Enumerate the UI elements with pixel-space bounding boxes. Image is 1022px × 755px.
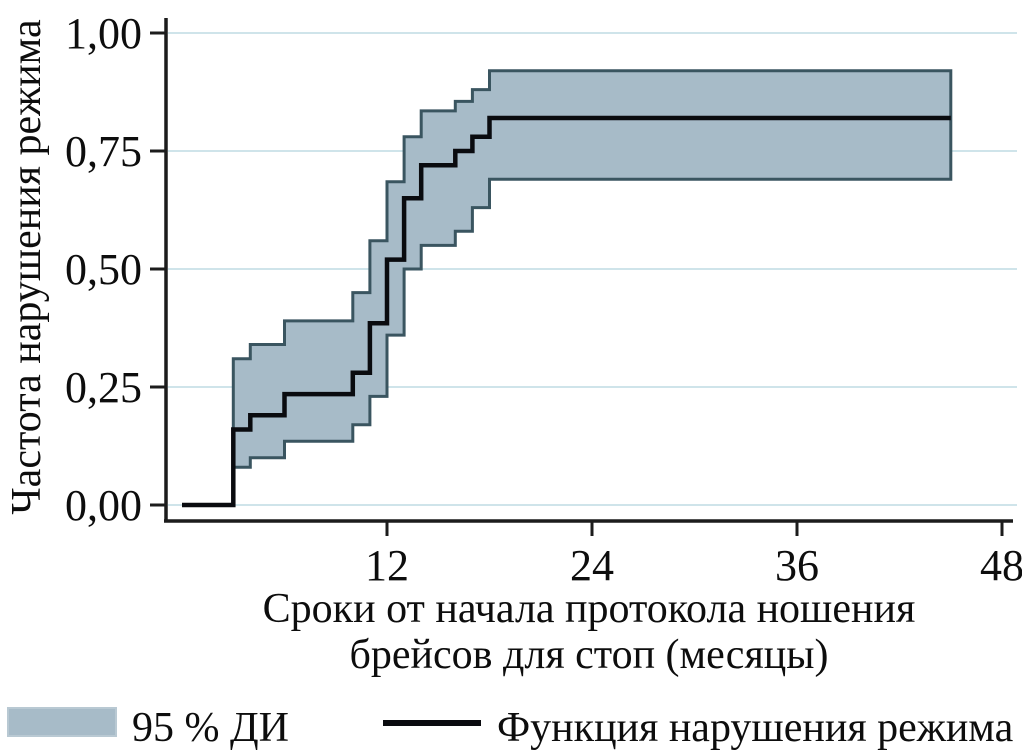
x-tick-label: 36 xyxy=(775,541,819,590)
y-ticks: 0,00 0,25 0,50 0,75 1,00 xyxy=(65,9,166,530)
legend: 95 % ДИ Функция нарушения режима xyxy=(7,705,1014,751)
legend-ci-swatch-icon xyxy=(7,707,117,737)
x-tick-label: 48 xyxy=(980,541,1022,590)
y-tick-label: 0,75 xyxy=(65,127,142,176)
x-axis-title-line2: брейсов для стоп (месяцы) xyxy=(350,632,829,678)
legend-ci-label: 95 % ДИ xyxy=(132,705,289,751)
ci-band xyxy=(231,69,953,469)
y-axis-title: Частота нарушения режима xyxy=(4,19,50,515)
x-tick-label: 12 xyxy=(365,541,409,590)
y-tick-label: 0,25 xyxy=(65,363,142,412)
y-tick-label: 1,00 xyxy=(65,9,142,58)
estimate-step-line xyxy=(182,115,951,508)
x-ticks: 12 24 36 48 xyxy=(365,521,1022,590)
y-tick-label: 0,50 xyxy=(65,245,142,294)
x-axis-title-line1: Сроки от начала протокола ношения xyxy=(263,586,916,632)
x-tick-label: 24 xyxy=(570,541,614,590)
y-tick-label: 0,00 xyxy=(65,481,142,530)
legend-fn-label: Функция нарушения режима xyxy=(497,705,1014,751)
